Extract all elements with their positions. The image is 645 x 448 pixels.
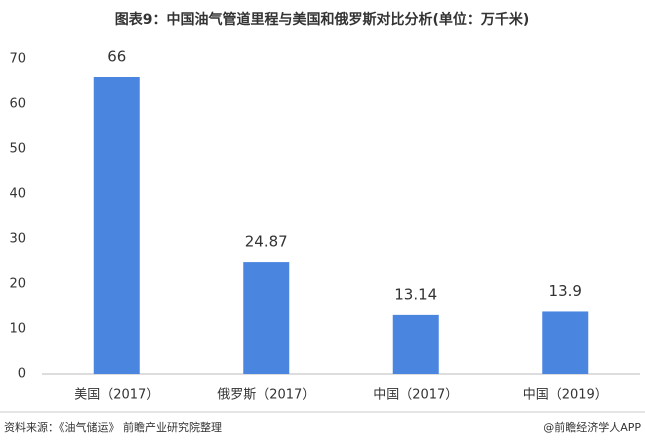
bar: [392, 314, 439, 374]
value-label: 13.9: [549, 282, 582, 300]
y-tick-label: 50: [9, 142, 26, 157]
x-tick-label: 美国（2017）: [74, 388, 159, 403]
x-tick-label: 中国（2017）: [373, 388, 458, 403]
source: 资料来源：《油气储运》 前瞻产业研究院整理: [4, 420, 222, 434]
bar: [243, 262, 290, 374]
y-tick-label: 0: [18, 367, 26, 382]
chart-title: 图表9：中国油气管道里程与美国和俄罗斯对比分析(单位：万千米): [115, 11, 530, 28]
y-tick-label: 30: [9, 232, 26, 247]
value-label: 66: [107, 48, 126, 66]
y-tick-label: 70: [9, 52, 26, 67]
x-tick-label: 中国（2019）: [523, 388, 608, 403]
bar: [542, 311, 589, 374]
y-tick-label: 10: [9, 322, 26, 337]
credit: @前瞻经济学人APP: [543, 420, 641, 434]
value-label: 24.87: [245, 233, 288, 251]
x-tick-label: 俄罗斯（2017）: [217, 388, 315, 403]
bar: [93, 77, 140, 374]
y-tick-label: 60: [9, 97, 26, 112]
value-label: 13.14: [394, 285, 437, 303]
y-tick-label: 20: [9, 277, 26, 292]
y-tick-label: 40: [9, 187, 26, 202]
